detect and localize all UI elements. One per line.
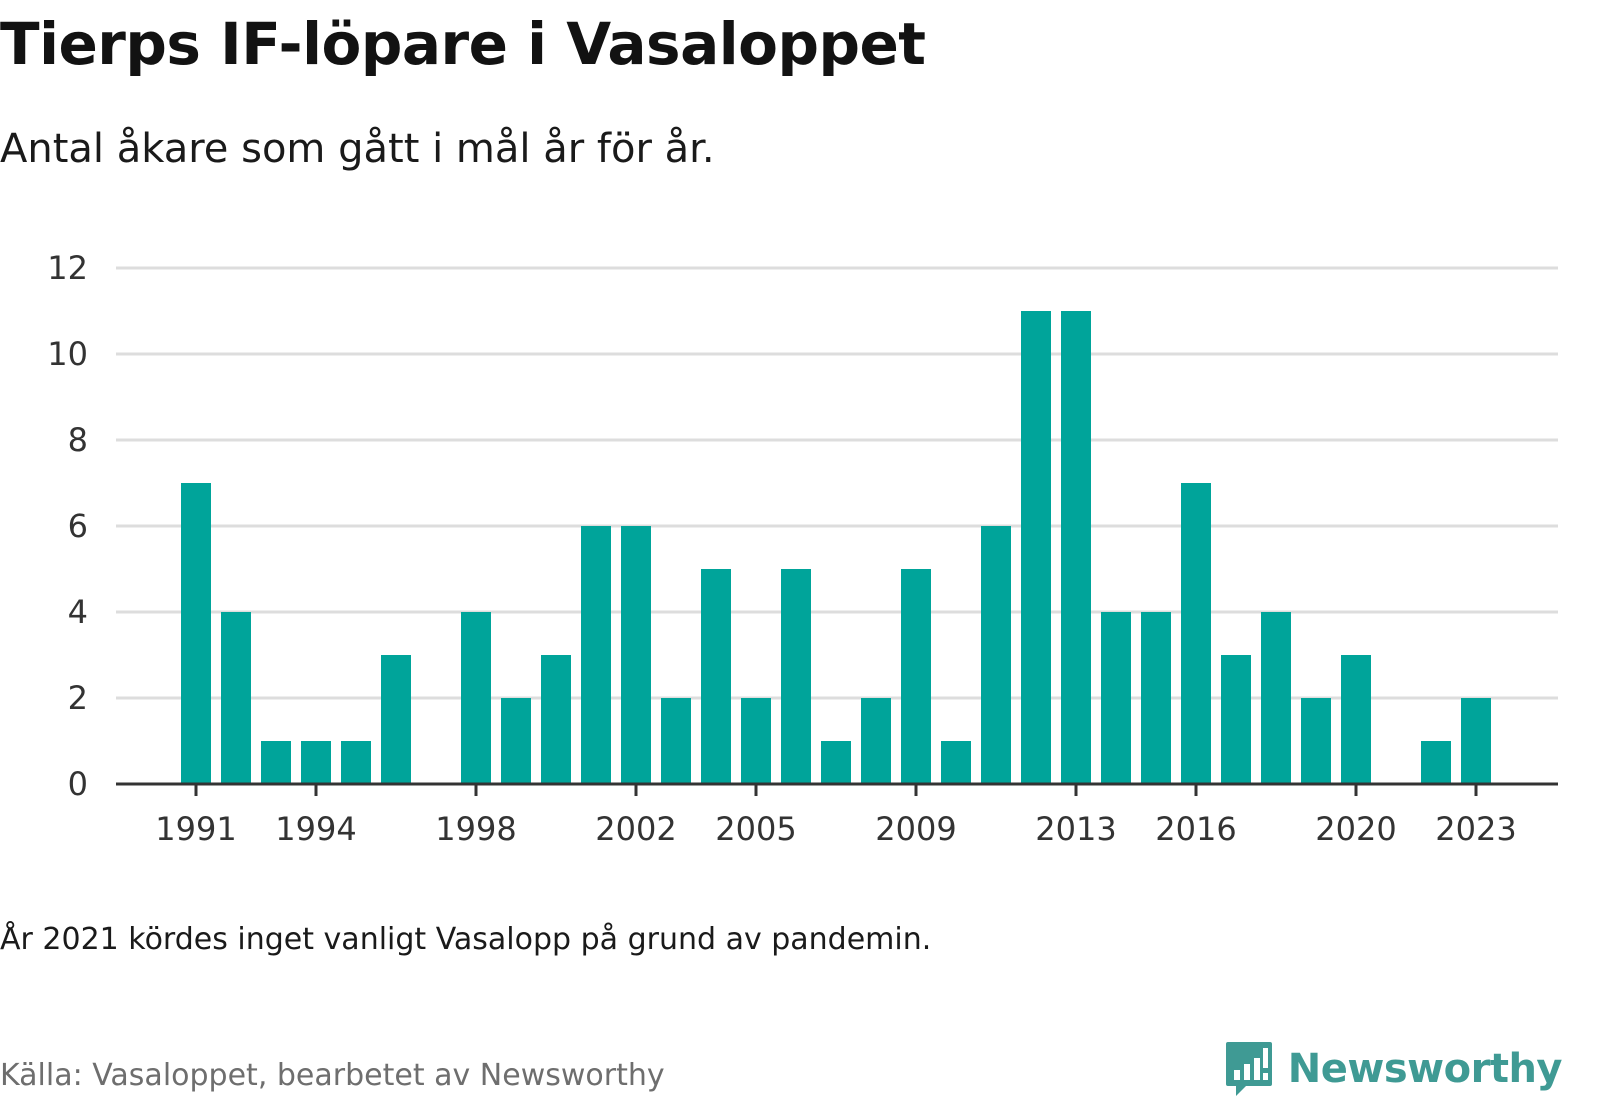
x-tick-label: 2020: [1315, 810, 1396, 848]
bar: [661, 698, 691, 784]
bar: [621, 526, 651, 784]
brand-name: Newsworthy: [1287, 1046, 1563, 1092]
bar: [1141, 612, 1171, 784]
bar: [1461, 698, 1491, 784]
bar: [701, 569, 731, 784]
bar: [741, 698, 771, 784]
bar: [1101, 612, 1131, 784]
y-tick-label: 10: [47, 335, 88, 373]
bar: [901, 569, 931, 784]
x-tick-label: 1998: [435, 810, 516, 848]
bar: [781, 569, 811, 784]
y-tick-label: 8: [68, 421, 88, 459]
x-tick-label: 1994: [275, 810, 356, 848]
bar: [821, 741, 851, 784]
bar-chart: 0 2 4 6 8 10 12 1991 1994 1998 2002 2005 2009 2013 201…: [47, 249, 1558, 848]
bar: [1421, 741, 1451, 784]
y-tick-label: 12: [47, 249, 88, 287]
source-credit: Källa: Vasaloppet, bearbetet av Newswort…: [0, 1058, 665, 1093]
x-tick-label: 2016: [1155, 810, 1236, 848]
bar: [1181, 483, 1211, 784]
newsworthy-logo-icon: [1225, 1042, 1272, 1096]
bar: [221, 612, 251, 784]
bar: [981, 526, 1011, 784]
x-tick-label: 1991: [155, 810, 236, 848]
x-tick-label: 2009: [875, 810, 956, 848]
bar: [541, 655, 571, 784]
bar: [581, 526, 611, 784]
bar: [301, 741, 331, 784]
bar: [341, 741, 371, 784]
bar: [1301, 698, 1331, 784]
bar: [181, 483, 211, 784]
chart-note: År 2021 kördes inget vanligt Vasalopp på…: [0, 922, 932, 957]
bar: [1021, 311, 1051, 784]
bar: [261, 741, 291, 784]
y-tick-label: 6: [68, 507, 88, 545]
chart-subtitle: Antal åkare som gått i mål år för år.: [0, 126, 715, 172]
y-tick-label: 4: [68, 593, 88, 631]
bar: [1261, 612, 1291, 784]
bar: [941, 741, 971, 784]
bar: [861, 698, 891, 784]
bar: [1341, 655, 1371, 784]
x-tick-label: 2023: [1435, 810, 1516, 848]
x-tick-label: 2005: [715, 810, 796, 848]
bar: [1061, 311, 1091, 784]
bar: [381, 655, 411, 784]
newsworthy-logo[interactable]: Newsworthy: [1224, 1040, 1563, 1098]
x-tick-label: 2002: [595, 810, 676, 848]
bar: [501, 698, 531, 784]
chart-title: Tierps IF-löpare i Vasaloppet: [0, 10, 926, 78]
bar: [1221, 655, 1251, 784]
x-tick-label: 2013: [1035, 810, 1116, 848]
y-tick-label: 2: [68, 679, 88, 717]
y-tick-label: 0: [68, 765, 88, 803]
bar: [461, 612, 491, 784]
